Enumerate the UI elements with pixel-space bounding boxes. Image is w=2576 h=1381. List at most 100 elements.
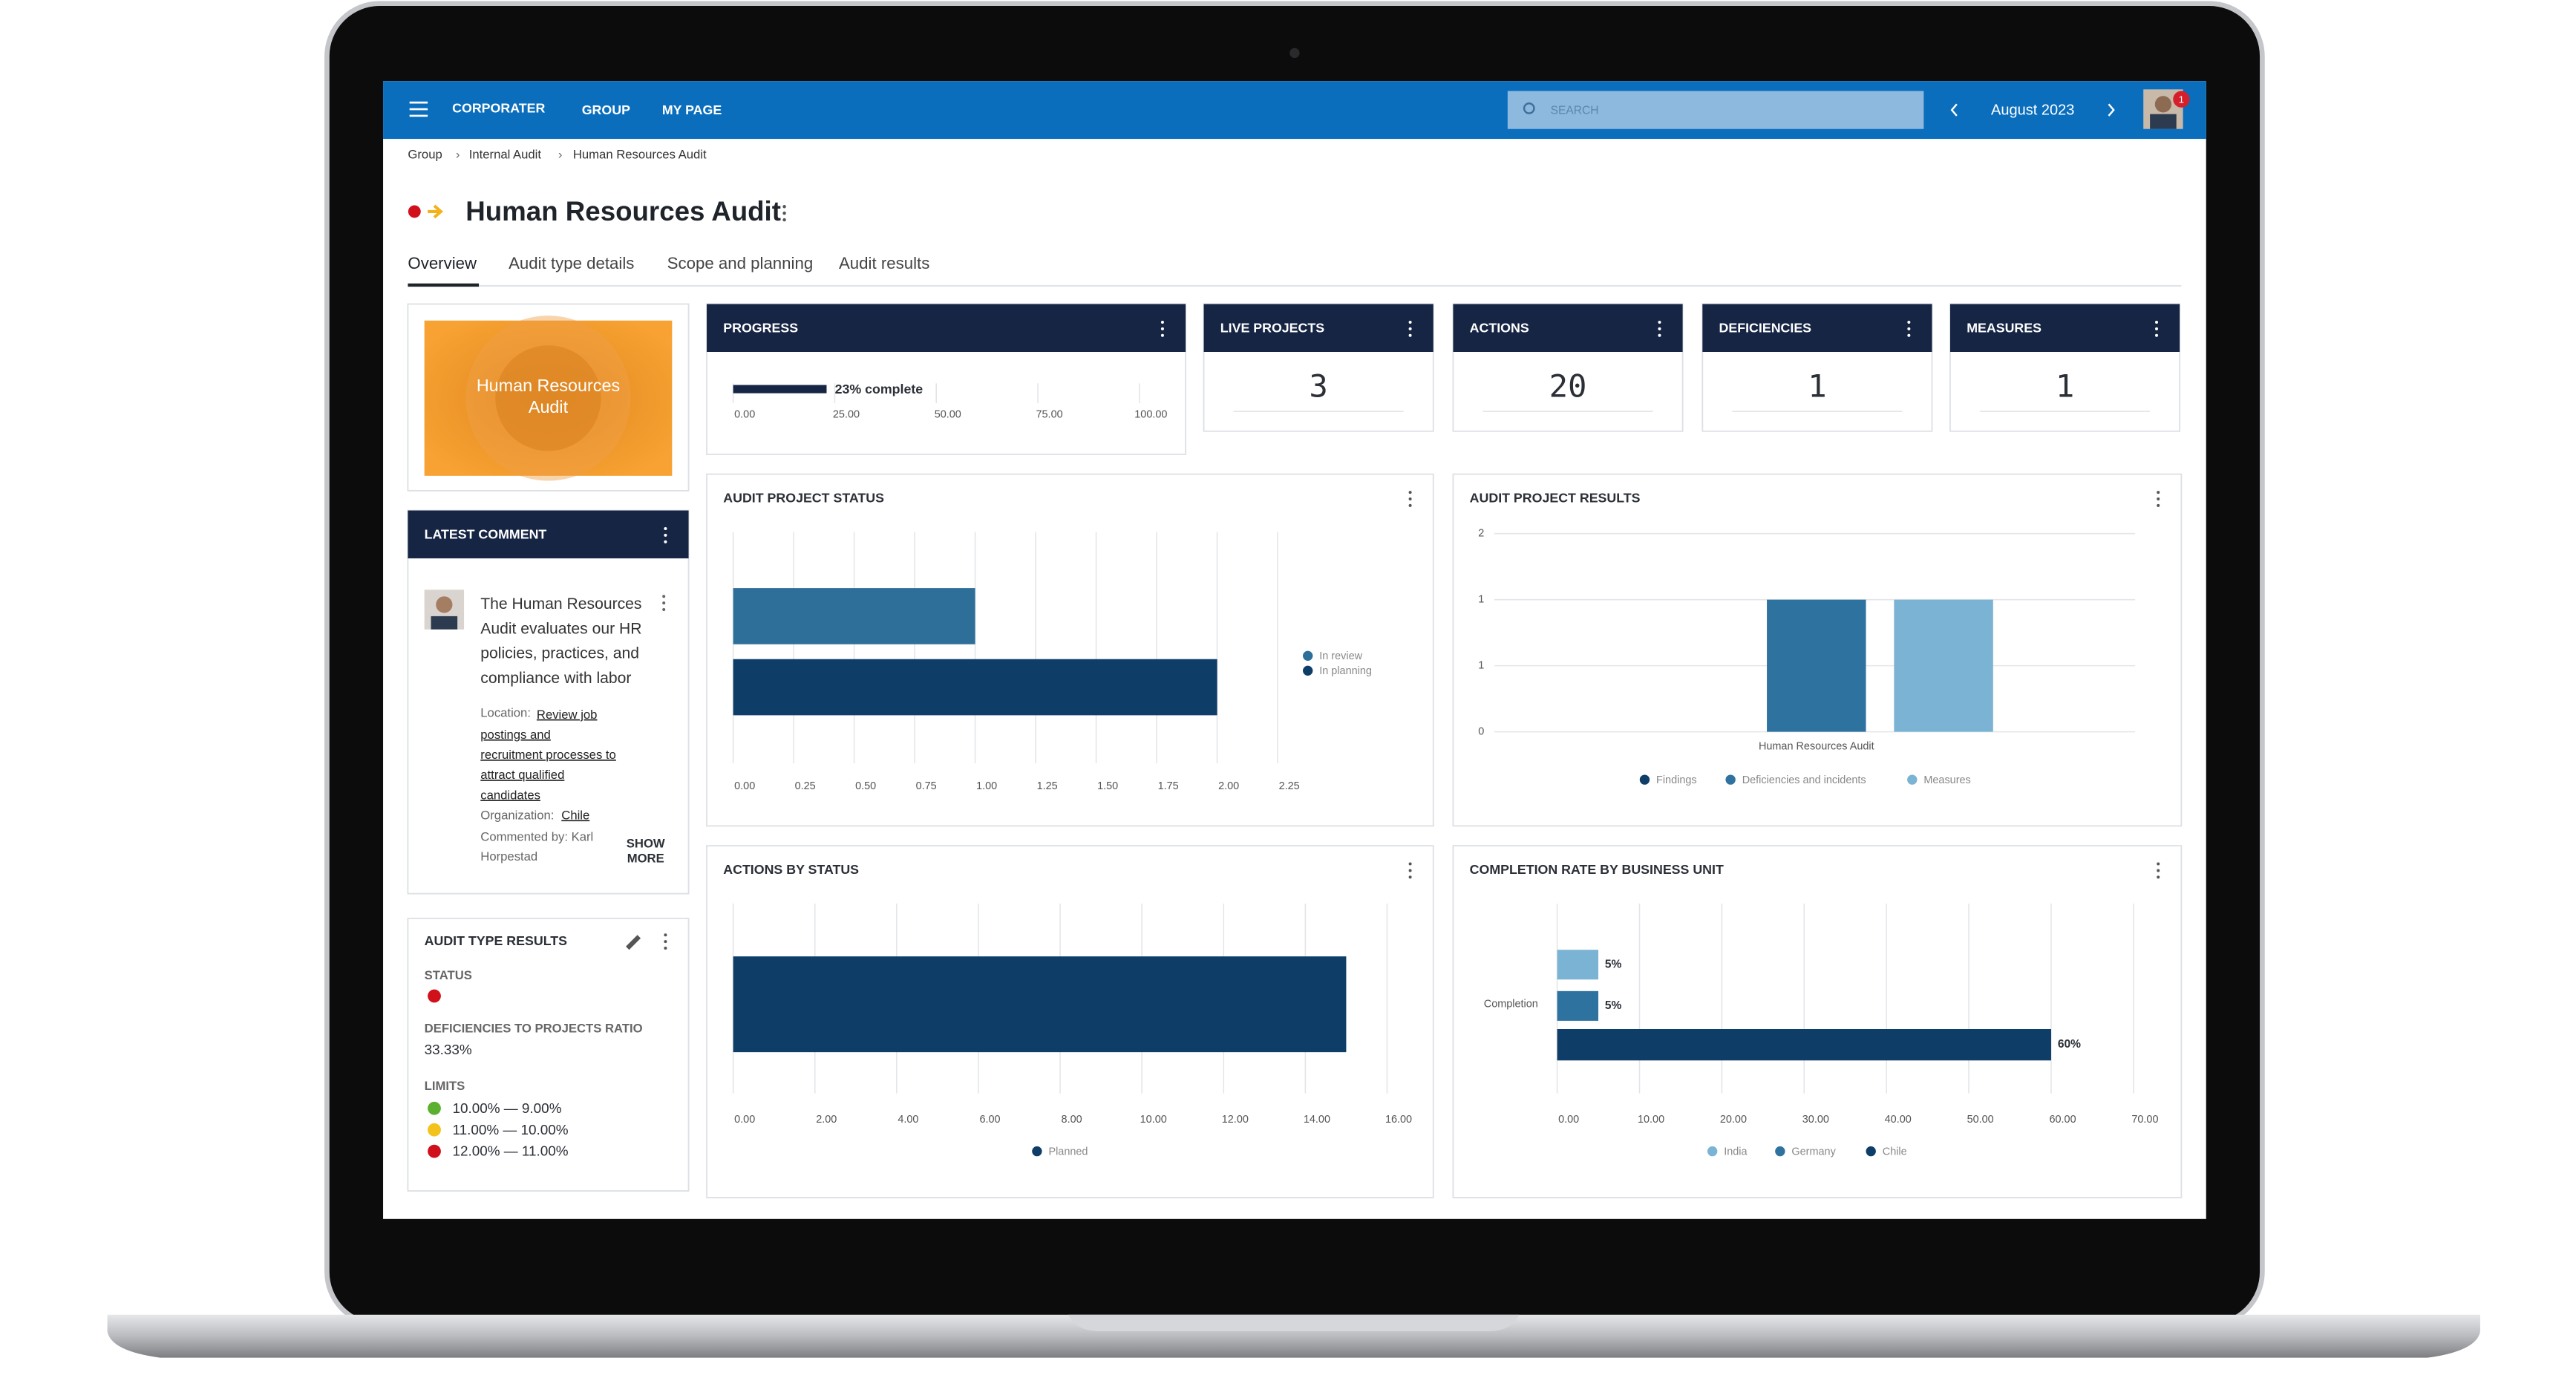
menu-icon[interactable] xyxy=(409,101,428,117)
kebab-dot xyxy=(2157,503,2160,507)
limit-label: 10.00% — 9.00% xyxy=(452,1101,561,1117)
card-title: LIVE PROJECTS xyxy=(1220,321,1324,336)
kebab[interactable] xyxy=(1160,320,1164,337)
card-header xyxy=(1203,304,1434,353)
breadcrumb[interactable]: Group xyxy=(408,148,442,162)
legend-label[interactable]: In planning xyxy=(1319,665,1372,677)
x-tick-label: 0.25 xyxy=(795,780,816,792)
tab[interactable]: Overview xyxy=(408,254,477,272)
breadcrumb[interactable]: Internal Audit xyxy=(469,148,542,162)
bar xyxy=(733,659,1217,716)
x-tick-label: 0.75 xyxy=(916,780,937,792)
legend-label[interactable]: India xyxy=(1724,1146,1748,1158)
card-title: AUDIT TYPE RESULTS xyxy=(425,933,567,948)
tab[interactable]: Audit results xyxy=(839,254,929,272)
kebab[interactable] xyxy=(1907,320,1911,337)
organization-link[interactable]: Chile xyxy=(561,808,589,822)
comment-line: policies, practices, and xyxy=(480,645,639,662)
ratio-value: 33.33% xyxy=(425,1042,472,1058)
kpi-value: 1 xyxy=(2056,368,2074,404)
breadcrumb: Human Resources Audit xyxy=(573,148,707,162)
location-link[interactable]: postings and xyxy=(480,728,551,742)
card-title: ACTIONS xyxy=(1470,321,1529,336)
ratio-label: DEFICIENCIES TO PROJECTS RATIO xyxy=(425,1021,643,1035)
search-box[interactable] xyxy=(1507,91,1924,129)
kebab[interactable] xyxy=(664,933,667,950)
comment-line: The Human Resources xyxy=(480,595,641,613)
title-kebab[interactable] xyxy=(782,205,786,222)
card-header xyxy=(1702,304,1932,353)
x-tick-label: 20.00 xyxy=(1720,1114,1747,1126)
legend-label[interactable]: Chile xyxy=(1883,1146,1907,1158)
nav-item[interactable]: GROUP xyxy=(582,102,630,117)
location-link[interactable]: recruitment processes to xyxy=(480,748,616,762)
limit-dot xyxy=(428,1144,441,1158)
bar xyxy=(1894,599,1993,732)
kebab-dot xyxy=(2155,327,2159,330)
breadcrumb-sep: › xyxy=(456,148,460,162)
kpi-value: 20 xyxy=(1549,368,1587,404)
legend-swatch xyxy=(1707,1146,1718,1157)
laptop-base xyxy=(107,1314,2480,1358)
kebab-dot xyxy=(1408,503,1412,507)
kebab-dot xyxy=(2157,869,2160,872)
x-tick-label: 6.00 xyxy=(979,1114,1000,1126)
show-more[interactable]: MORE xyxy=(627,851,664,865)
y-tick-label: 1 xyxy=(1478,593,1484,605)
legend-swatch xyxy=(1725,774,1736,785)
x-tick-label: 0.00 xyxy=(734,1114,755,1126)
kebab[interactable] xyxy=(2155,320,2159,337)
kebab[interactable] xyxy=(1408,320,1412,337)
badge-count: 1 xyxy=(2179,94,2184,105)
kebab[interactable] xyxy=(1408,491,1412,507)
status-label: STATUS xyxy=(425,968,472,982)
bar xyxy=(1557,990,1599,1021)
tab[interactable]: Scope and planning xyxy=(667,254,814,272)
nav-item[interactable]: MY PAGE xyxy=(662,102,722,117)
legend-label[interactable]: Germany xyxy=(1791,1146,1836,1158)
progress-bar xyxy=(733,385,827,394)
edit-icon[interactable] xyxy=(626,935,641,950)
kebab[interactable] xyxy=(2157,491,2160,507)
results-card xyxy=(407,918,690,1192)
kebab[interactable] xyxy=(1408,862,1412,879)
y-tick-label: 0 xyxy=(1478,725,1484,737)
legend-label[interactable]: Planned xyxy=(1048,1146,1088,1158)
value-label: 5% xyxy=(1605,958,1622,970)
show-more[interactable]: SHOW xyxy=(627,836,665,850)
location-link[interactable]: candidates xyxy=(480,788,540,802)
kebab[interactable] xyxy=(662,595,666,612)
kebab[interactable] xyxy=(2157,862,2160,879)
legend-label[interactable]: Findings xyxy=(1656,774,1697,786)
brand[interactable]: CORPORATER xyxy=(452,101,545,116)
legend-swatch xyxy=(1303,650,1313,661)
location-link[interactable]: Review job xyxy=(537,708,598,722)
tab[interactable]: Audit type details xyxy=(509,254,634,272)
legend-label[interactable]: Measures xyxy=(1923,774,1970,786)
x-tick-label: 1.50 xyxy=(1097,780,1118,792)
y-tick-label: 1 xyxy=(1478,659,1484,671)
card-header xyxy=(707,304,1186,353)
cover-circle xyxy=(495,345,601,451)
location-link[interactable]: attract qualified xyxy=(480,768,564,782)
kebab[interactable] xyxy=(664,527,667,543)
next-period[interactable] xyxy=(2108,103,2115,117)
bar xyxy=(1557,1028,2051,1061)
legend-label[interactable]: Deficiencies and incidents xyxy=(1742,774,1866,786)
kebab[interactable] xyxy=(1658,320,1661,337)
trend-arrow xyxy=(428,204,443,219)
card-title: LATEST COMMENT xyxy=(425,527,547,542)
prev-period[interactable] xyxy=(1950,103,1958,117)
x-tick-label: 14.00 xyxy=(1304,1114,1330,1126)
kpi-value: 1 xyxy=(1808,368,1826,404)
limits-label: LIMITS xyxy=(425,1079,465,1093)
kebab-dot xyxy=(1907,327,1911,330)
limit-label: 11.00% — 10.00% xyxy=(452,1123,568,1138)
x-tick-label: 40.00 xyxy=(1885,1114,1912,1126)
legend-label[interactable]: In review xyxy=(1319,650,1362,662)
period[interactable]: August 2023 xyxy=(1991,102,2074,119)
x-tick-label: 0.00 xyxy=(734,408,755,420)
legend-swatch xyxy=(1639,774,1650,785)
card-header xyxy=(408,510,689,559)
x-tick-label: 0.00 xyxy=(1558,1114,1579,1126)
